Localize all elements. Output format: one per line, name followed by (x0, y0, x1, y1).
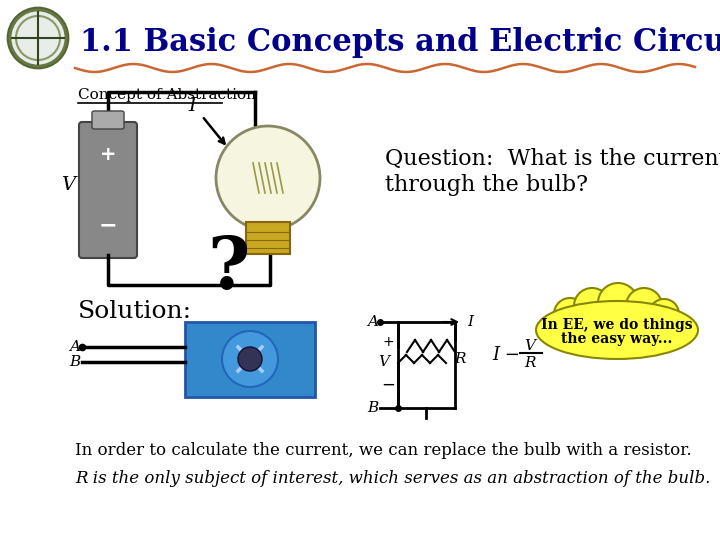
Text: V: V (61, 176, 75, 194)
Text: In order to calculate the current, we can replace the bulb with a resistor.: In order to calculate the current, we ca… (75, 442, 692, 459)
Text: I: I (188, 97, 196, 115)
Text: through the bulb?: through the bulb? (385, 174, 588, 196)
Text: +: + (382, 335, 394, 349)
Circle shape (598, 283, 638, 323)
Text: B: B (68, 355, 80, 369)
Circle shape (554, 298, 586, 330)
Circle shape (626, 288, 662, 324)
Circle shape (216, 126, 320, 230)
Text: −: − (99, 215, 117, 235)
Text: 1.1 Basic Concepts and Electric Circuits: 1.1 Basic Concepts and Electric Circuits (80, 26, 720, 57)
FancyBboxPatch shape (79, 122, 137, 258)
Text: ?: ? (207, 233, 249, 303)
Text: R: R (524, 356, 536, 370)
Circle shape (574, 288, 610, 324)
Text: In EE, we do things: In EE, we do things (541, 318, 693, 332)
Ellipse shape (536, 301, 698, 359)
Text: I −: I − (492, 346, 520, 364)
Text: −: − (381, 376, 395, 394)
FancyBboxPatch shape (246, 222, 290, 254)
FancyBboxPatch shape (92, 111, 124, 129)
Text: R: R (454, 352, 466, 366)
Text: the easy way...: the easy way... (562, 332, 672, 346)
Circle shape (8, 8, 68, 68)
Text: I: I (467, 315, 473, 329)
Circle shape (238, 347, 262, 371)
Text: V: V (524, 339, 536, 353)
Text: Question:  What is the current: Question: What is the current (385, 148, 720, 170)
Text: Solution:: Solution: (78, 300, 192, 323)
Text: Concept of Abstraction: Concept of Abstraction (78, 88, 256, 102)
Text: A: A (69, 340, 80, 354)
Text: A: A (367, 315, 378, 329)
Circle shape (222, 331, 278, 387)
Circle shape (649, 299, 679, 329)
Text: R is the only subject of interest, which serves as an abstraction of the bulb.: R is the only subject of interest, which… (75, 470, 711, 487)
Text: V: V (379, 355, 390, 369)
Text: B: B (366, 401, 378, 415)
FancyBboxPatch shape (185, 322, 315, 397)
Text: +: + (100, 145, 116, 165)
